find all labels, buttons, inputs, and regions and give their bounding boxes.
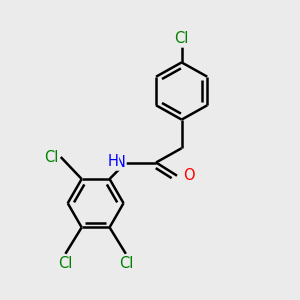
Text: H: H bbox=[108, 154, 118, 169]
Text: Cl: Cl bbox=[175, 31, 189, 46]
Text: Cl: Cl bbox=[44, 149, 58, 164]
Text: N: N bbox=[115, 155, 126, 170]
Text: Cl: Cl bbox=[58, 256, 73, 271]
Text: Cl: Cl bbox=[119, 256, 133, 271]
Text: O: O bbox=[183, 168, 194, 183]
